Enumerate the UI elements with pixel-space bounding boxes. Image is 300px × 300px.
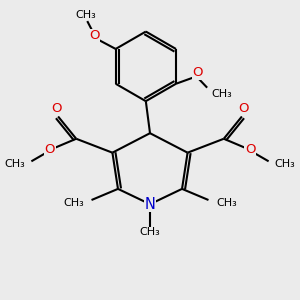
- Text: CH₃: CH₃: [211, 89, 232, 99]
- Text: CH₃: CH₃: [216, 198, 237, 208]
- Text: O: O: [44, 143, 55, 156]
- Text: O: O: [192, 66, 203, 79]
- Text: CH₃: CH₃: [76, 10, 96, 20]
- Text: CH₃: CH₃: [275, 159, 296, 170]
- Text: O: O: [52, 102, 62, 115]
- Text: CH₃: CH₃: [63, 198, 84, 208]
- Text: O: O: [245, 143, 256, 156]
- Text: N: N: [145, 197, 155, 212]
- Text: CH₃: CH₃: [4, 159, 25, 170]
- Text: O: O: [89, 29, 100, 42]
- Text: CH₃: CH₃: [140, 227, 160, 237]
- Text: O: O: [238, 102, 248, 115]
